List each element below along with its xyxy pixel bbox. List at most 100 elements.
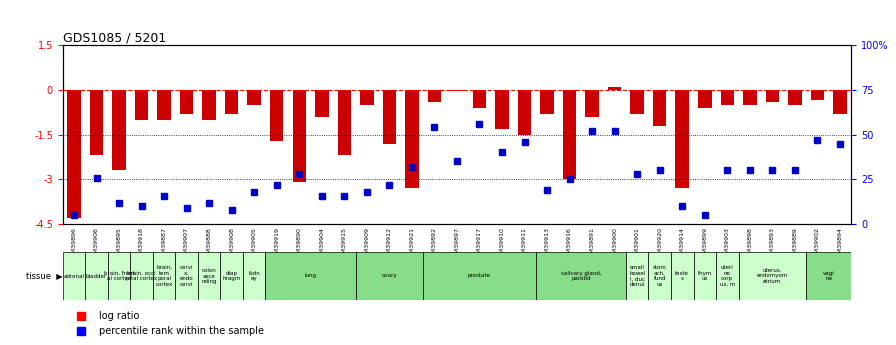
Text: GSM39908: GSM39908	[229, 227, 234, 261]
Text: GSM39897: GSM39897	[454, 227, 460, 261]
Text: cervi
x,
endo
cervi: cervi x, endo cervi	[180, 265, 194, 287]
Text: bladder: bladder	[86, 274, 108, 278]
Text: GSM39918: GSM39918	[139, 227, 144, 261]
Text: teste
s: teste s	[676, 270, 689, 282]
Bar	[631, 90, 644, 114]
Text: kidn
ey: kidn ey	[248, 270, 260, 282]
Bar	[270, 90, 283, 140]
Text: GSM39889: GSM39889	[792, 227, 797, 261]
Text: GSM39917: GSM39917	[477, 227, 482, 261]
Text: GDS1085 / 5201: GDS1085 / 5201	[63, 32, 166, 45]
Bar	[202, 90, 216, 120]
Legend: log ratio, percentile rank within the sample: log ratio, percentile rank within the sa…	[67, 307, 268, 340]
Text: GSM39912: GSM39912	[387, 227, 392, 261]
Text: GSM39906: GSM39906	[94, 227, 99, 261]
FancyBboxPatch shape	[423, 252, 536, 300]
FancyBboxPatch shape	[536, 252, 626, 300]
FancyBboxPatch shape	[694, 252, 716, 300]
Text: GSM39896: GSM39896	[72, 227, 76, 261]
Text: lung: lung	[305, 274, 316, 278]
Bar	[585, 90, 599, 117]
Text: GSM39892: GSM39892	[432, 227, 437, 261]
Text: GSM39913: GSM39913	[545, 227, 549, 261]
Bar	[338, 90, 351, 156]
FancyBboxPatch shape	[153, 252, 176, 300]
Text: GSM39914: GSM39914	[680, 227, 685, 261]
FancyBboxPatch shape	[198, 252, 220, 300]
Text: GSM39909: GSM39909	[365, 227, 369, 261]
Text: GSM39890: GSM39890	[297, 227, 302, 261]
Bar	[405, 90, 418, 188]
Text: GSM39888: GSM39888	[207, 227, 211, 261]
Text: GSM39910: GSM39910	[499, 227, 504, 261]
Bar	[315, 90, 329, 117]
Bar	[450, 90, 464, 91]
Text: tissue  ▶: tissue ▶	[26, 272, 63, 280]
Text: ovary: ovary	[382, 274, 397, 278]
FancyBboxPatch shape	[243, 252, 265, 300]
Bar	[360, 90, 374, 105]
Text: GSM39904: GSM39904	[319, 227, 324, 261]
Text: adrenal: adrenal	[64, 274, 84, 278]
Text: GSM39887: GSM39887	[161, 227, 167, 261]
Bar	[563, 90, 576, 179]
FancyBboxPatch shape	[626, 252, 649, 300]
Text: GSM39898: GSM39898	[747, 227, 753, 261]
Bar	[134, 90, 149, 120]
Bar	[765, 90, 780, 102]
Text: uterus,
endomyom
etrium: uterus, endomyom etrium	[756, 268, 788, 284]
FancyBboxPatch shape	[176, 252, 198, 300]
Bar	[67, 90, 81, 218]
Bar	[653, 90, 667, 126]
Bar	[607, 87, 622, 90]
Text: GSM39902: GSM39902	[814, 227, 820, 261]
FancyBboxPatch shape	[265, 252, 356, 300]
Text: brain,
tem
poral
cortex: brain, tem poral cortex	[156, 265, 173, 287]
Text: GSM39907: GSM39907	[184, 227, 189, 261]
Bar	[698, 90, 711, 108]
Text: GSM39903: GSM39903	[725, 227, 730, 261]
Bar	[720, 90, 734, 105]
FancyBboxPatch shape	[356, 252, 423, 300]
Text: diap
hragm: diap hragm	[222, 270, 241, 282]
Bar	[383, 90, 396, 144]
Text: GSM39921: GSM39921	[409, 227, 415, 261]
Bar	[247, 90, 261, 105]
FancyBboxPatch shape	[716, 252, 738, 300]
Text: GSM39894: GSM39894	[838, 227, 842, 261]
FancyBboxPatch shape	[108, 252, 130, 300]
FancyBboxPatch shape	[63, 252, 85, 300]
Bar	[180, 90, 194, 114]
FancyBboxPatch shape	[130, 252, 153, 300]
Text: vagi
na: vagi na	[823, 270, 834, 282]
Bar	[158, 90, 171, 120]
Text: uteri
ne
corp
us, m: uteri ne corp us, m	[719, 265, 735, 287]
Bar	[811, 90, 824, 100]
Bar	[495, 90, 509, 129]
Text: GSM39895: GSM39895	[116, 227, 122, 261]
Text: GSM39911: GSM39911	[522, 227, 527, 261]
FancyBboxPatch shape	[220, 252, 243, 300]
Text: thym
us: thym us	[698, 270, 712, 282]
Text: GSM39916: GSM39916	[567, 227, 573, 261]
Text: GSM39915: GSM39915	[341, 227, 347, 261]
Text: GSM39900: GSM39900	[612, 227, 617, 261]
Bar	[225, 90, 238, 114]
Text: GSM39893: GSM39893	[770, 227, 775, 261]
FancyBboxPatch shape	[806, 252, 851, 300]
Bar	[292, 90, 306, 183]
Text: GSM39891: GSM39891	[590, 227, 595, 261]
Bar	[112, 90, 125, 170]
Text: small
bowel
l, duc
denui: small bowel l, duc denui	[629, 265, 645, 287]
Text: brain, occi
pital cortex: brain, occi pital cortex	[126, 270, 157, 282]
Bar	[540, 90, 554, 114]
Text: GSM39899: GSM39899	[702, 227, 707, 261]
Bar	[90, 90, 103, 156]
Text: colon
asce
nding: colon asce nding	[202, 268, 217, 284]
Text: GSM39919: GSM39919	[274, 227, 280, 261]
Text: prostate: prostate	[468, 274, 491, 278]
Text: GSM39920: GSM39920	[657, 227, 662, 261]
Bar	[833, 90, 847, 114]
Text: GSM39901: GSM39901	[634, 227, 640, 261]
Text: brain, front
al cortex: brain, front al cortex	[104, 270, 134, 282]
